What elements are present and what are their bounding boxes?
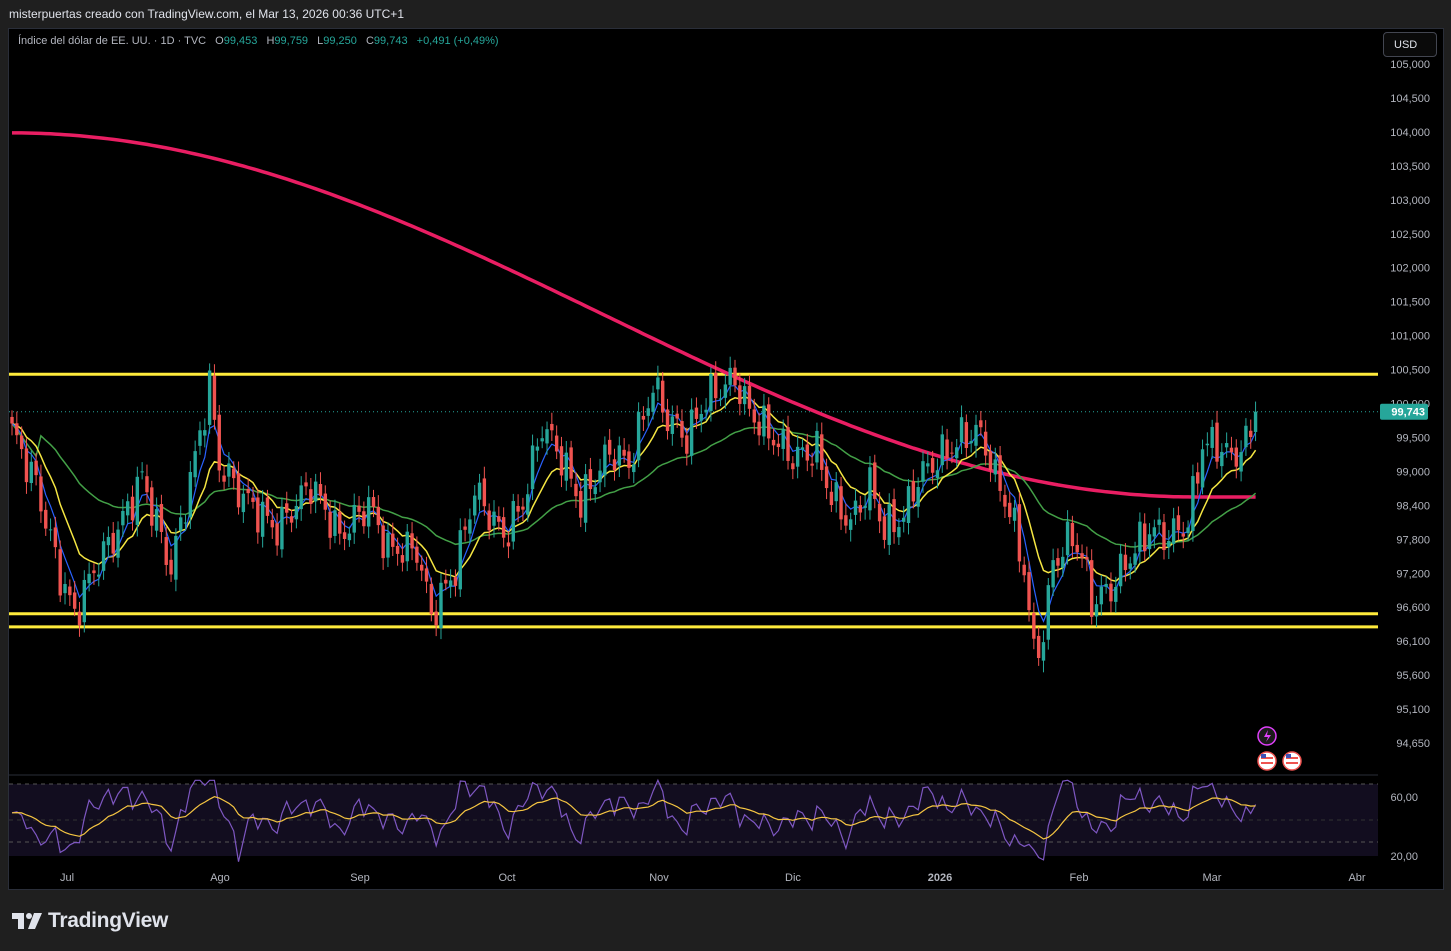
low-value: 99,250 [323,35,357,47]
high-label: H [266,35,275,47]
tradingview-wordmark: TradingView [48,909,169,932]
tradingview-logo[interactable]: TradingView [12,908,168,934]
close-label: C [365,35,374,47]
close-value: 99,743 [373,35,408,47]
top-bar: misterpuertas creado con TradingView.com… [0,0,1451,28]
currency-button[interactable]: USD [1383,32,1437,57]
low-label: L [317,35,324,47]
tradingview-logo-icon [12,913,42,929]
footer [0,890,1451,951]
chart-pane[interactable] [8,28,1444,890]
open-label: O [215,35,224,47]
change-value: +0,491 (+0,49%) [416,35,499,47]
attribution-text: misterpuertas creado con TradingView.com… [9,7,404,21]
symbol-name[interactable]: Índice del dólar de EE. UU. · 1D · TVC [18,35,207,47]
high-value: 99,759 [274,35,309,47]
open-value: 99,453 [223,35,258,47]
symbol-legend[interactable]: Índice del dólar de EE. UU. · 1D · TVC O… [18,35,499,47]
